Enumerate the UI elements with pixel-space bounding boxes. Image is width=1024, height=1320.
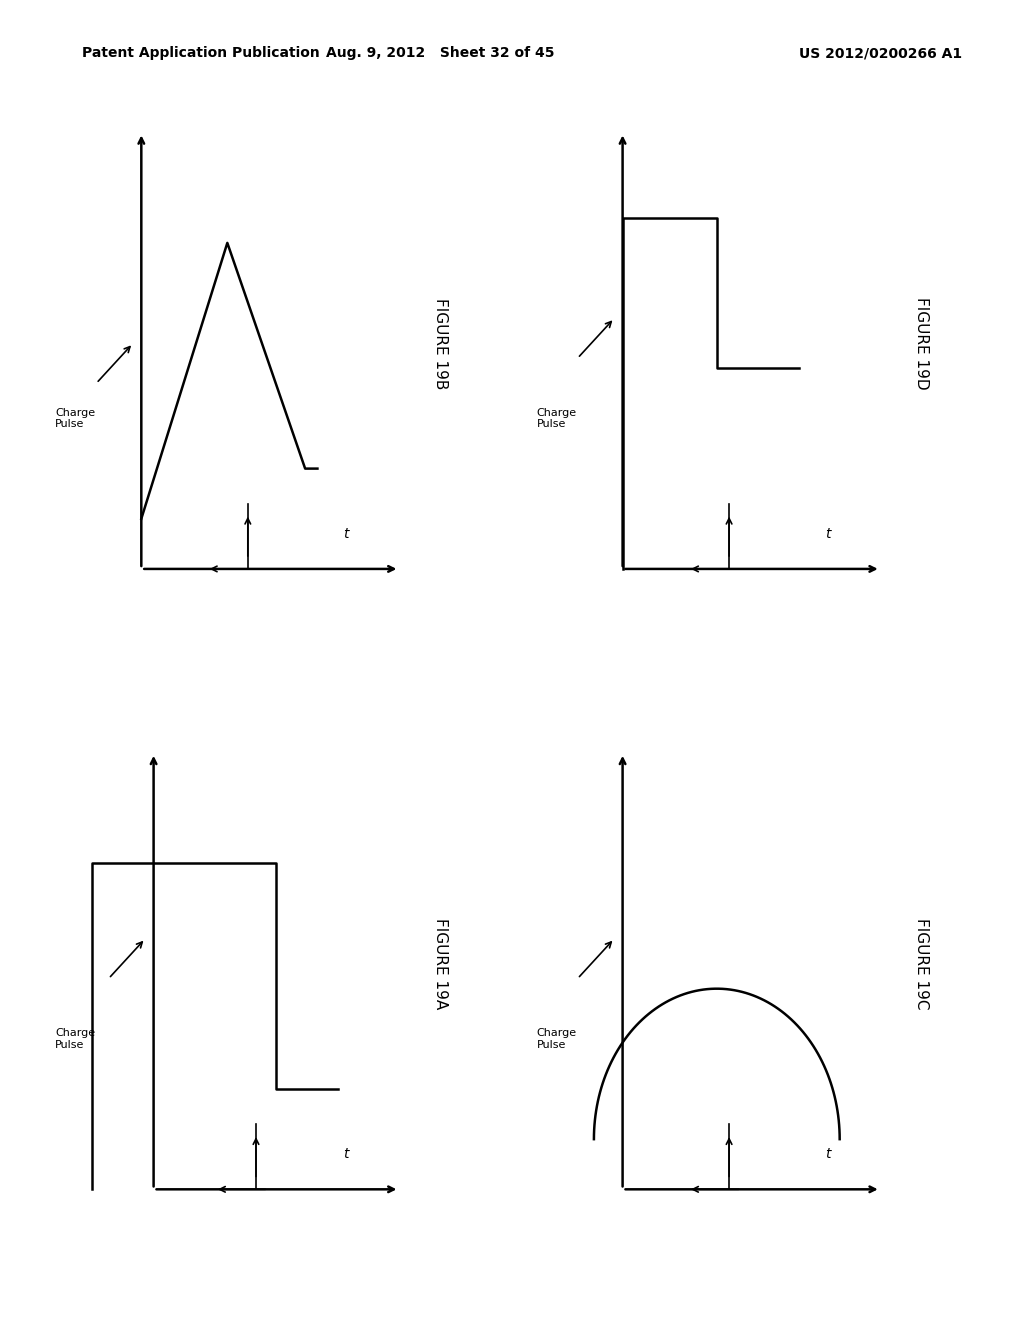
Text: FIGURE 19A: FIGURE 19A xyxy=(433,917,447,1010)
Text: t: t xyxy=(343,527,349,541)
Text: Charge
Pulse: Charge Pulse xyxy=(55,408,95,429)
Text: t: t xyxy=(824,1147,830,1162)
Text: FIGURE 19B: FIGURE 19B xyxy=(433,297,447,389)
Text: US 2012/0200266 A1: US 2012/0200266 A1 xyxy=(799,46,962,61)
Text: Charge
Pulse: Charge Pulse xyxy=(537,1028,577,1049)
Text: t: t xyxy=(343,1147,349,1162)
Text: Patent Application Publication: Patent Application Publication xyxy=(82,46,319,61)
Text: Aug. 9, 2012   Sheet 32 of 45: Aug. 9, 2012 Sheet 32 of 45 xyxy=(326,46,555,61)
Text: t: t xyxy=(824,527,830,541)
Text: FIGURE 19D: FIGURE 19D xyxy=(914,297,929,389)
Text: Charge
Pulse: Charge Pulse xyxy=(537,408,577,429)
Text: FIGURE 19C: FIGURE 19C xyxy=(914,917,929,1010)
Text: Charge
Pulse: Charge Pulse xyxy=(55,1028,95,1049)
